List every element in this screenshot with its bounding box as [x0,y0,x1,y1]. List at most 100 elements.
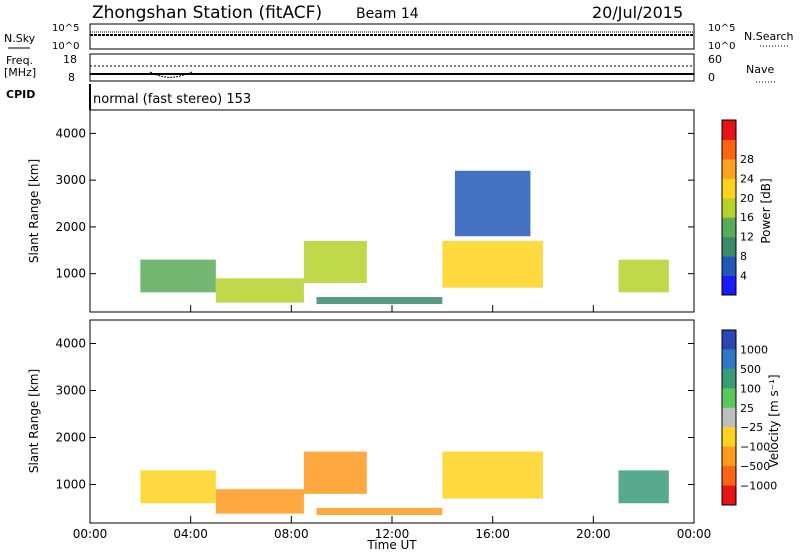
velocity-cbar-frame [721,329,737,506]
freq-label: Freq. [6,54,33,67]
velocity-panel: 1000 2000 3000 4000 Slant Range [km] 1000 50… [27,319,781,524]
x-tick-label-5: 20:00 [576,527,611,541]
noise-right-tick-bottom: 10^0 [708,41,735,52]
power-region-2 [303,240,367,284]
velocity-ytick-label-2: 3000 [55,383,86,397]
power-y-axis-label: Slant Range [km] [27,159,41,263]
power-cbar-tick-0: 4 [740,270,747,283]
velocity-region-0 [140,470,216,504]
power-cbar-swatch-4 [722,197,736,218]
velocity-region-3 [316,507,443,516]
power-cbar-tick-6: 28 [740,153,754,166]
power-region-6 [618,259,669,293]
beam-label: Beam 14 [356,6,419,22]
power-cbar-tick-3: 16 [740,211,754,224]
noise-search-label: N.Search [744,30,794,43]
power-cbar-tick-1: 8 [740,250,747,263]
velocity-region-5 [618,470,669,504]
x-tick-label-4: 16:00 [475,527,510,541]
velocity-cbar-tick-2: 100 [740,382,761,395]
velocity-cbar-tick-5: −100 [740,441,770,454]
velocity-ytick-label-3: 4000 [55,336,86,350]
power-cbar-swatch-5 [722,178,736,199]
x-tick-label-3: 12:00 [375,527,410,541]
power-cbar-tick-4: 20 [740,192,754,205]
noise-left-tick-bottom: 10^0 [52,41,79,52]
noise-panel: N.Sky 10^5 10^0 10^5 10^0 N.Search [4,23,794,52]
frequency-panel: Freq. [MHz] 18 8 60 0 Nave [4,53,776,84]
velocity-colorbar-label: Velocity [m s⁻¹] [767,374,781,467]
velocity-cbar-tick-4: −25 [740,421,763,434]
power-cbar-frame [721,119,737,296]
freq-right-tick-bottom: 0 [708,71,715,84]
velocity-cbar-swatch-8 [722,485,736,506]
velocity-cbar-swatch-0 [722,330,736,350]
power-region-1 [215,278,304,303]
velocity-cbar-swatch-7 [722,466,736,487]
velocity-cbar-tick-7: −1000 [740,480,777,493]
velocity-region-1 [215,489,304,514]
velocity-y-axis-label: Slant Range [km] [27,369,41,473]
power-ytick-label-2: 3000 [55,173,86,187]
freq-right-tick-top: 60 [708,53,722,66]
velocity-cbar-swatch-2 [722,368,736,389]
power-region-0 [140,259,216,293]
power-ytick-label-0: 1000 [55,267,86,281]
velocity-x-ticks [89,516,695,523]
power-cbar-swatch-6 [722,158,736,179]
power-panel: 1000 2000 3000 4000 Slant Range [km] 4 8 12 16… [27,109,773,313]
velocity-region-4 [442,451,543,499]
velocity-ytick-label-1: 2000 [55,430,86,444]
power-colorbar: 4 8 12 16 20 24 28 [721,119,754,296]
freq-left-tick-top: 18 [63,53,77,66]
velocity-cbar-tick-0: 1000 [740,343,768,356]
cpid-label: CPID [6,88,35,101]
x-axis-tick-labels: 00:00 04:00 08:00 12:00 16:00 20:00 00:00 [73,527,712,541]
velocity-cbar-swatch-3 [722,388,736,409]
noise-left-tick-top: 10^5 [52,23,79,34]
power-cbar-swatch-0 [722,275,736,296]
velocity-region-2 [303,451,367,494]
power-region-3 [316,297,443,305]
velocity-data-layer [140,451,669,516]
power-x-ticks [89,305,695,312]
power-cbar-swatch-8 [722,120,736,140]
velocity-cbar-swatch-5 [722,427,736,448]
power-cbar-swatch-1 [722,256,736,277]
velocity-cbar-swatch-1 [722,349,736,370]
noise-right-tick-top: 10^5 [708,23,735,34]
nave-label: Nave [746,63,774,76]
velocity-cbar-tick-1: 500 [740,363,761,376]
power-cbar-tick-5: 24 [740,172,754,185]
cpid-text: normal (fast stereo) 153 [93,92,251,107]
x-tick-label-6: 00:00 [677,527,712,541]
cpid-row: CPID normal (fast stereo) 153 [6,84,251,110]
freq-left-tick-bottom: 8 [68,71,75,84]
velocity-ytick-label-0: 1000 [55,477,86,491]
velocity-cbar-tick-3: 25 [740,402,754,415]
plot-title: Zhongshan Station (fitACF) [92,3,322,23]
freq-unit-label: [MHz] [4,66,36,79]
velocity-cbar-tick-6: −500 [740,460,770,473]
date-label: 20/Jul/2015 [592,3,683,22]
x-tick-label-1: 04:00 [173,527,208,541]
power-y-ticks: 1000 2000 3000 4000 [55,126,694,281]
velocity-cbar-swatch-6 [722,446,736,467]
velocity-colorbar: 1000 500 100 25 −25 −100 −500 −1000 [721,329,777,506]
power-cbar-swatch-7 [722,139,736,160]
x-tick-label-2: 08:00 [274,527,309,541]
power-cbar-swatch-3 [722,217,736,238]
power-data-layer [140,170,669,305]
power-cbar-swatch-2 [722,236,736,257]
noise-sky-label: N.Sky [4,32,36,45]
power-colorbar-label: Power [dB] [759,178,773,243]
power-region-4 [442,240,543,288]
power-cbar-tick-2: 12 [740,231,754,244]
x-tick-label-0: 00:00 [73,527,108,541]
x-axis-label: Time UT [366,538,417,552]
power-ytick-label-3: 4000 [55,126,86,140]
velocity-cbar-swatch-4 [722,407,736,428]
velocity-y-ticks: 1000 2000 3000 4000 [55,336,694,491]
power-ytick-label-1: 2000 [55,220,86,234]
